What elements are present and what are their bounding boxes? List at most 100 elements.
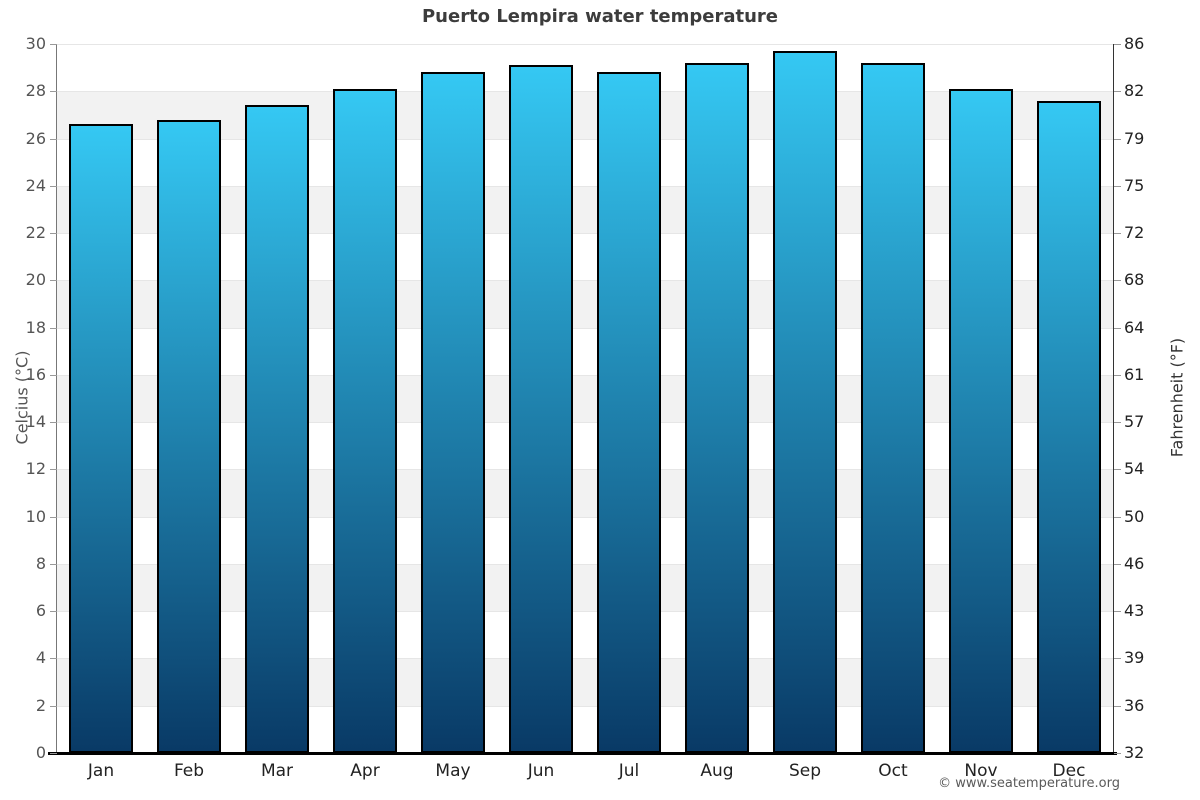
y-tick-label-celsius: 2 bbox=[35, 695, 46, 715]
copyright-credit: © www.seatemperature.org bbox=[938, 776, 1120, 791]
y-tick-mark-left bbox=[50, 233, 57, 235]
y-tick-mark-right bbox=[1114, 563, 1121, 565]
y-tick-label-fahrenheit: 54 bbox=[1124, 459, 1145, 479]
temperature-bar-aug[interactable] bbox=[685, 62, 749, 753]
gridline bbox=[57, 422, 1113, 424]
grid-band bbox=[57, 327, 1113, 375]
grid-band bbox=[57, 374, 1113, 423]
temperature-bar-jan[interactable] bbox=[69, 124, 133, 753]
y-tick-label-fahrenheit: 75 bbox=[1124, 175, 1145, 195]
x-tick-label-jul: Jul bbox=[618, 761, 640, 781]
y-tick-mark-right bbox=[1114, 611, 1121, 613]
y-tick-mark-left bbox=[50, 91, 57, 93]
grid-band bbox=[57, 563, 1113, 612]
gridline bbox=[57, 374, 1113, 376]
y-tick-mark-left bbox=[50, 753, 57, 754]
y-tick-label-celsius: 28 bbox=[25, 81, 46, 101]
gridline bbox=[57, 280, 1113, 282]
temperature-bar-sep[interactable] bbox=[773, 51, 837, 753]
y-tick-mark-left bbox=[50, 422, 57, 424]
y-tick-label-celsius: 12 bbox=[25, 459, 46, 479]
y-tick-label-fahrenheit: 86 bbox=[1124, 34, 1145, 53]
y-tick-mark-right bbox=[1114, 516, 1121, 518]
y-tick-label-fahrenheit: 36 bbox=[1124, 695, 1145, 715]
x-tick-label-mar: Mar bbox=[260, 761, 294, 781]
y-tick-mark-right bbox=[1114, 138, 1121, 140]
y-tick-mark-left bbox=[50, 374, 57, 376]
y-tick-label-fahrenheit: 46 bbox=[1124, 553, 1145, 573]
y-tick-mark-right bbox=[1114, 753, 1121, 754]
grid-band bbox=[57, 469, 1113, 517]
y-axis-line-celsius bbox=[56, 44, 57, 753]
grid-band bbox=[57, 611, 1113, 659]
y-tick-mark-left bbox=[50, 327, 57, 329]
chart-title: Puerto Lempira water temperature bbox=[421, 6, 779, 27]
y-axis-line-fahrenheit bbox=[1113, 44, 1114, 754]
y-tick-mark-right bbox=[1114, 185, 1121, 187]
temperature-bar-dec[interactable] bbox=[1037, 100, 1101, 753]
temperature-bar-mar[interactable] bbox=[245, 105, 309, 753]
temperature-bar-jul[interactable] bbox=[597, 72, 661, 753]
y-tick-label-fahrenheit: 68 bbox=[1124, 270, 1145, 290]
y-tick-label-celsius: 6 bbox=[35, 601, 46, 621]
y-tick-mark-right bbox=[1114, 280, 1121, 282]
gridline bbox=[57, 658, 1113, 660]
y-tick-mark-right bbox=[1114, 374, 1121, 376]
y-tick-label-celsius: 22 bbox=[25, 223, 46, 243]
temperature-bar-feb[interactable] bbox=[157, 119, 221, 753]
y-tick-label-celsius: 0 bbox=[35, 743, 46, 762]
y-tick-label-celsius: 30 bbox=[25, 34, 46, 53]
x-tick-label-oct: Oct bbox=[878, 761, 908, 781]
y-tick-mark-right bbox=[1114, 658, 1121, 660]
gridline bbox=[57, 44, 1113, 45]
x-tick-label-sep: Sep bbox=[788, 761, 822, 781]
gridline bbox=[57, 138, 1113, 140]
y-tick-mark-left bbox=[50, 280, 57, 282]
y-tick-label-celsius: 26 bbox=[25, 128, 46, 148]
y-tick-label-fahrenheit: 72 bbox=[1124, 223, 1145, 243]
temperature-bar-jun[interactable] bbox=[509, 65, 573, 753]
y-tick-mark-right bbox=[1114, 469, 1121, 471]
y-tick-mark-right bbox=[1114, 705, 1121, 707]
gridline bbox=[57, 611, 1113, 613]
temperature-bar-may[interactable] bbox=[421, 72, 485, 753]
y-tick-label-celsius: 16 bbox=[25, 364, 46, 384]
gridline bbox=[57, 185, 1113, 187]
x-tick-label-nov: Nov bbox=[964, 761, 998, 781]
y-tick-mark-left bbox=[50, 138, 57, 140]
y-tick-label-celsius: 24 bbox=[25, 175, 46, 195]
x-tick-label-feb: Feb bbox=[173, 761, 205, 781]
gridline bbox=[57, 233, 1113, 235]
y-tick-label-celsius: 8 bbox=[35, 553, 46, 573]
grid-band bbox=[57, 44, 1113, 92]
temperature-bar-apr[interactable] bbox=[333, 88, 397, 753]
y-tick-mark-left bbox=[50, 185, 57, 187]
y-axis-label-celsius: Celcius (°C) bbox=[12, 350, 32, 445]
y-tick-label-fahrenheit: 50 bbox=[1124, 506, 1145, 526]
y-tick-label-celsius: 18 bbox=[25, 317, 46, 337]
y-tick-label-fahrenheit: 61 bbox=[1124, 364, 1145, 384]
y-tick-label-celsius: 14 bbox=[25, 412, 46, 432]
plot-area bbox=[57, 44, 1113, 753]
grid-band bbox=[57, 233, 1113, 281]
y-tick-mark-right bbox=[1114, 327, 1121, 329]
y-tick-mark-left bbox=[50, 469, 57, 471]
grid-band bbox=[57, 185, 1113, 234]
grid-band bbox=[57, 138, 1113, 186]
x-tick-label-jun: Jun bbox=[527, 761, 555, 781]
y-tick-label-fahrenheit: 57 bbox=[1124, 412, 1145, 432]
grid-band bbox=[57, 422, 1113, 470]
temperature-bar-oct[interactable] bbox=[861, 62, 925, 753]
y-tick-mark-right bbox=[1114, 233, 1121, 235]
y-tick-label-celsius: 10 bbox=[25, 506, 46, 526]
x-axis-line bbox=[48, 752, 1117, 755]
y-tick-label-fahrenheit: 79 bbox=[1124, 128, 1145, 148]
y-tick-mark-left bbox=[50, 44, 57, 45]
y-axis-label-fahrenheit: Fahrenheit (°F) bbox=[1167, 337, 1187, 458]
gridline bbox=[57, 469, 1113, 471]
temperature-bar-nov[interactable] bbox=[949, 88, 1013, 753]
x-tick-label-jan: Jan bbox=[87, 761, 115, 781]
grid-band bbox=[57, 705, 1113, 753]
grid-band bbox=[57, 280, 1113, 328]
